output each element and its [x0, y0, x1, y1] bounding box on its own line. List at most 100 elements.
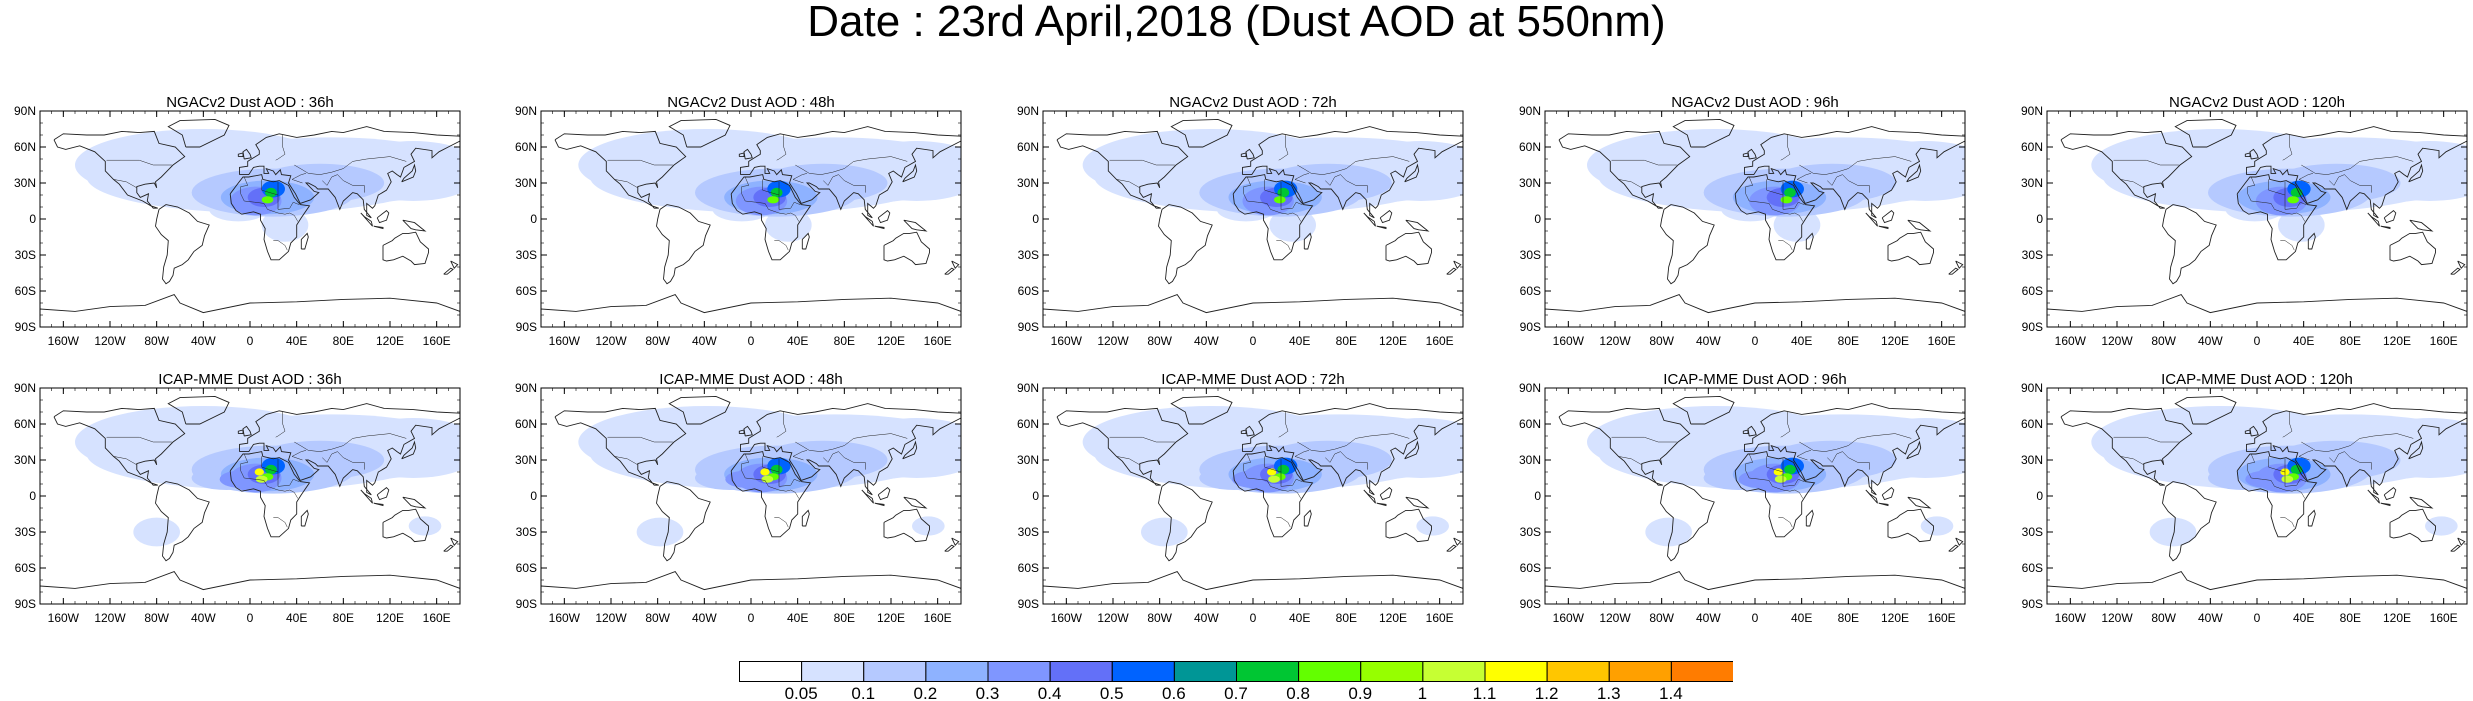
lon-tick-label: 120W	[595, 611, 627, 625]
coastline	[373, 225, 384, 230]
aod-contour	[1774, 475, 1787, 483]
country-border	[322, 451, 365, 470]
coastline	[155, 204, 210, 285]
coastline	[382, 508, 429, 543]
coastline	[874, 225, 885, 230]
colorbar-label: 1.1	[1473, 684, 1497, 701]
panel-title: NGACv2 Dust AOD : 48h	[667, 94, 835, 111]
coastline	[2457, 537, 2466, 546]
coastline	[2174, 395, 2237, 425]
aod-contour	[1920, 516, 1954, 536]
coastline	[541, 294, 961, 314]
coastline	[861, 212, 874, 227]
country-border	[1827, 174, 1870, 193]
coastline	[1906, 163, 1922, 183]
coastline	[237, 429, 244, 435]
country-border	[291, 450, 307, 461]
panel-title: ICAP-MME Dust AOD : 96h	[1663, 371, 1847, 388]
country-border	[2284, 472, 2307, 487]
lat-tick-label: 30S	[1018, 525, 1039, 539]
aod-contour	[1784, 187, 1796, 198]
colorbar-label: 1.3	[1597, 684, 1621, 701]
map-panel: ICAP-MME Dust AOD : 96h 90N 60N 30N 0 30S 60S 9…	[1505, 372, 1966, 625]
aod-contour	[2281, 475, 2294, 483]
lat-tick-label: 30N	[14, 453, 36, 467]
coastline	[1865, 212, 1878, 227]
colorbar-swatch	[1608, 661, 1672, 682]
country-border	[1618, 456, 1642, 466]
colorbar-swatch	[739, 661, 803, 682]
coastline	[1405, 496, 1430, 509]
coastline	[229, 451, 311, 538]
coastline	[2408, 440, 2424, 460]
country-border	[1278, 135, 1289, 161]
coastline	[2307, 232, 2316, 250]
map-plot: 90N 60N 30N 0 30S 60S 90S 160W 120W 80W 40W 0 40E 80E…	[2021, 381, 2468, 625]
coastline	[874, 502, 885, 507]
coastline	[1242, 126, 1463, 219]
coastline	[877, 209, 891, 224]
coastline	[2450, 267, 2461, 275]
coastline	[2162, 204, 2217, 285]
coastline	[239, 126, 460, 219]
country-border	[774, 517, 789, 528]
coastline	[801, 232, 810, 250]
lon-tick-label: 80E	[1838, 334, 1859, 348]
lat-tick-label: 60S	[15, 284, 36, 298]
map-plot: 90N 60N 30N 0 30S 60S 90S 160W 120W 80W 40W 0 40E 80E…	[1017, 104, 1464, 348]
lat-tick-label: 30N	[14, 176, 36, 190]
country-border	[1280, 195, 1303, 210]
coastline	[1734, 451, 1816, 538]
coastline	[1240, 429, 1247, 435]
country-border	[1276, 240, 1291, 251]
lon-tick-label: 80W	[1649, 611, 1674, 625]
coastline	[2060, 130, 2193, 209]
lat-tick-label: 0	[1032, 212, 1039, 226]
lon-tick-label: 40W	[2198, 334, 2223, 348]
colorbar-label: 1.2	[1535, 684, 1559, 701]
lat-tick-label: 30S	[15, 248, 36, 262]
lon-tick-label: 160E	[1928, 334, 1956, 348]
country-border	[275, 135, 286, 161]
country-border	[1799, 433, 1912, 452]
coastline	[2409, 219, 2434, 232]
country-border	[322, 174, 365, 193]
coastline	[2380, 502, 2391, 507]
country-border	[2282, 135, 2293, 161]
panel-title: ICAP-MME Dust AOD : 48h	[659, 371, 843, 388]
map-panel: ICAP-MME Dust AOD : 120h 90N 60N 30N 0 30S 60S…	[2007, 372, 2468, 625]
lat-tick-label: 90S	[516, 320, 537, 334]
country-border	[792, 450, 808, 461]
lat-tick-label: 30N	[1017, 453, 1039, 467]
coastline	[1170, 118, 1233, 148]
colorbar-label: 0.6	[1162, 684, 1186, 701]
country-border	[2120, 456, 2144, 466]
lon-tick-label: 120W	[1599, 611, 1631, 625]
coastline	[1805, 232, 1814, 250]
country-border	[1778, 240, 1793, 251]
aod-contour	[1773, 468, 1783, 476]
figure-title: Date : 23rd April,2018 (Dust AOD at 550n…	[807, 0, 1666, 46]
lat-tick-label: 30N	[2021, 176, 2043, 190]
coastline	[1404, 440, 1420, 460]
coastline	[2367, 489, 2380, 504]
country-border	[275, 412, 286, 438]
lat-tick-label: 60N	[14, 140, 36, 154]
lat-tick-label: 30N	[1017, 176, 1039, 190]
lat-tick-label: 60S	[15, 561, 36, 575]
country-border	[762, 456, 780, 473]
country-border	[1745, 176, 1804, 222]
lon-tick-label: 120W	[2101, 334, 2133, 348]
map-panel: ICAP-MME Dust AOD : 36h 90N 60N 30N 0 30S 60S 9…	[0, 372, 461, 625]
lon-tick-label: 80W	[1147, 334, 1172, 348]
country-border	[1778, 517, 1793, 528]
colorbar-label: 0.7	[1224, 684, 1248, 701]
country-border	[1264, 179, 1282, 196]
coastline	[2457, 260, 2466, 269]
lon-tick-label: 80W	[1649, 334, 1674, 348]
lon-tick-label: 0	[2254, 334, 2261, 348]
country-border	[1827, 451, 1870, 470]
coastline	[1232, 451, 1314, 538]
coastline	[443, 267, 454, 275]
colorbar-label: 0.2	[914, 684, 938, 701]
